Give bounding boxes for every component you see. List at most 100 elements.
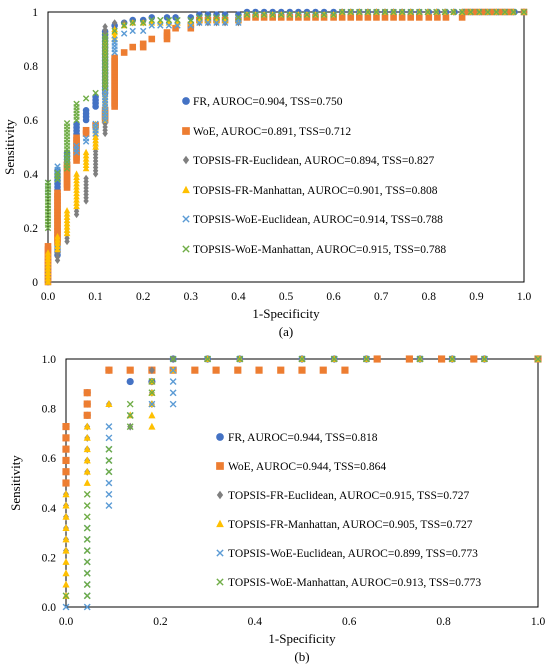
data-point [415,14,423,21]
data-point [82,148,90,156]
legend-label: WoE, AUROC=0.944, TSS=0.864 [228,461,386,473]
data-point [83,569,91,577]
data-point [425,14,433,21]
data-point [83,536,91,543]
data-point [44,278,52,285]
legend-label: TOPSIS-WoE-Euclidean, AUROC=0.914, TSS=0… [193,214,443,226]
data-point [82,161,90,169]
data-point [92,140,99,147]
data-point [73,186,80,193]
data-point [82,165,90,172]
data-point [83,524,91,532]
x-tick-a: 0.8 [422,291,437,303]
x-axis-title-b: 1-Specificity [268,631,336,646]
data-point [83,433,91,441]
data-point [434,14,441,21]
data-point [476,8,483,16]
data-point [105,423,113,430]
data-point [126,400,134,408]
data-point [111,25,118,32]
legend-item-b: FR, AUROC=0.944, TSS=0.818 [216,432,378,444]
data-point [236,355,244,363]
panel-label-b: (b) [294,649,309,664]
data-point [44,275,52,282]
x-tick-b: 1.0 [531,616,546,628]
legend-item-a: TOPSIS-WoE-Manhattan, AUROC=0.915, TSS=0… [182,244,446,256]
data-point [101,32,109,39]
data-point [111,54,118,62]
data-point [484,8,492,16]
data-point [62,501,70,509]
data-point [44,243,52,250]
data-point [442,14,450,21]
data-point [235,16,242,23]
legend-label: TOPSIS-FR-Euclidean, AUROC=0.915, TSS=0.… [228,490,470,502]
data-point [338,8,346,16]
data-point [54,239,61,246]
data-point [129,27,136,35]
x-tick-a: 0.6 [326,291,341,303]
data-point [140,27,147,35]
data-point [73,202,80,210]
data-point [44,252,52,259]
plot-area-a [47,11,525,283]
data-point [73,176,80,184]
data-point [44,258,52,266]
data-point [105,468,113,476]
data-point [407,8,414,16]
data-point [252,11,259,18]
data-point [62,434,70,442]
data-point [347,8,354,16]
legend-marker-topsis-woe-euclidean [182,215,190,223]
data-point [234,366,242,374]
data-point [510,8,517,16]
data-point [169,389,177,397]
data-point [174,16,181,24]
data-point [73,199,80,206]
y-tick-a: 0 [32,277,38,289]
data-point [148,422,156,430]
data-point [63,216,71,224]
data-point [82,158,90,165]
data-point [92,120,99,127]
data-point [54,233,61,240]
legend-item-a: WoE, AUROC=0.891, TSS=0.712 [182,126,351,138]
legend-label: TOPSIS-FR-Manhattan, AUROC=0.905, TSS=0.… [228,519,473,531]
data-point [416,355,424,363]
legend-label: TOPSIS-WoE-Euclidean, AUROC=0.899, TSS=0… [228,548,478,560]
x-tick-a: 0.2 [136,291,151,303]
data-point [83,558,91,566]
data-point [157,22,164,29]
x-tick-a: 0.4 [231,291,246,303]
data-point [441,8,449,16]
data-point [126,377,134,386]
data-point [501,8,509,16]
legend-label: TOPSIS-WoE-Manhattan, AUROC=0.915, TSS=0… [193,244,446,256]
data-point [520,8,528,16]
y-tick-a: 0.2 [24,223,39,235]
data-point [73,183,80,190]
data-point [126,423,134,431]
data-point [139,40,147,48]
data-point [82,95,90,102]
legend-marker-fr [182,97,190,105]
data-point [83,422,91,430]
data-point [54,236,61,243]
data-point [63,120,71,127]
data-point [187,22,194,29]
data-point [111,27,118,35]
data-point [62,535,70,543]
data-point [105,400,113,408]
plot-area-b [65,358,539,608]
legend-swatch [182,185,190,194]
data-point [405,355,413,363]
legend-marker-woe [182,127,190,135]
data-point [83,445,91,453]
data-point [148,366,155,375]
legend-marker-topsis-fr-manhattan [182,185,190,194]
data-point [105,490,113,498]
data-point [157,16,164,24]
data-point [497,8,505,16]
x-tick-a: 0.1 [88,291,103,303]
